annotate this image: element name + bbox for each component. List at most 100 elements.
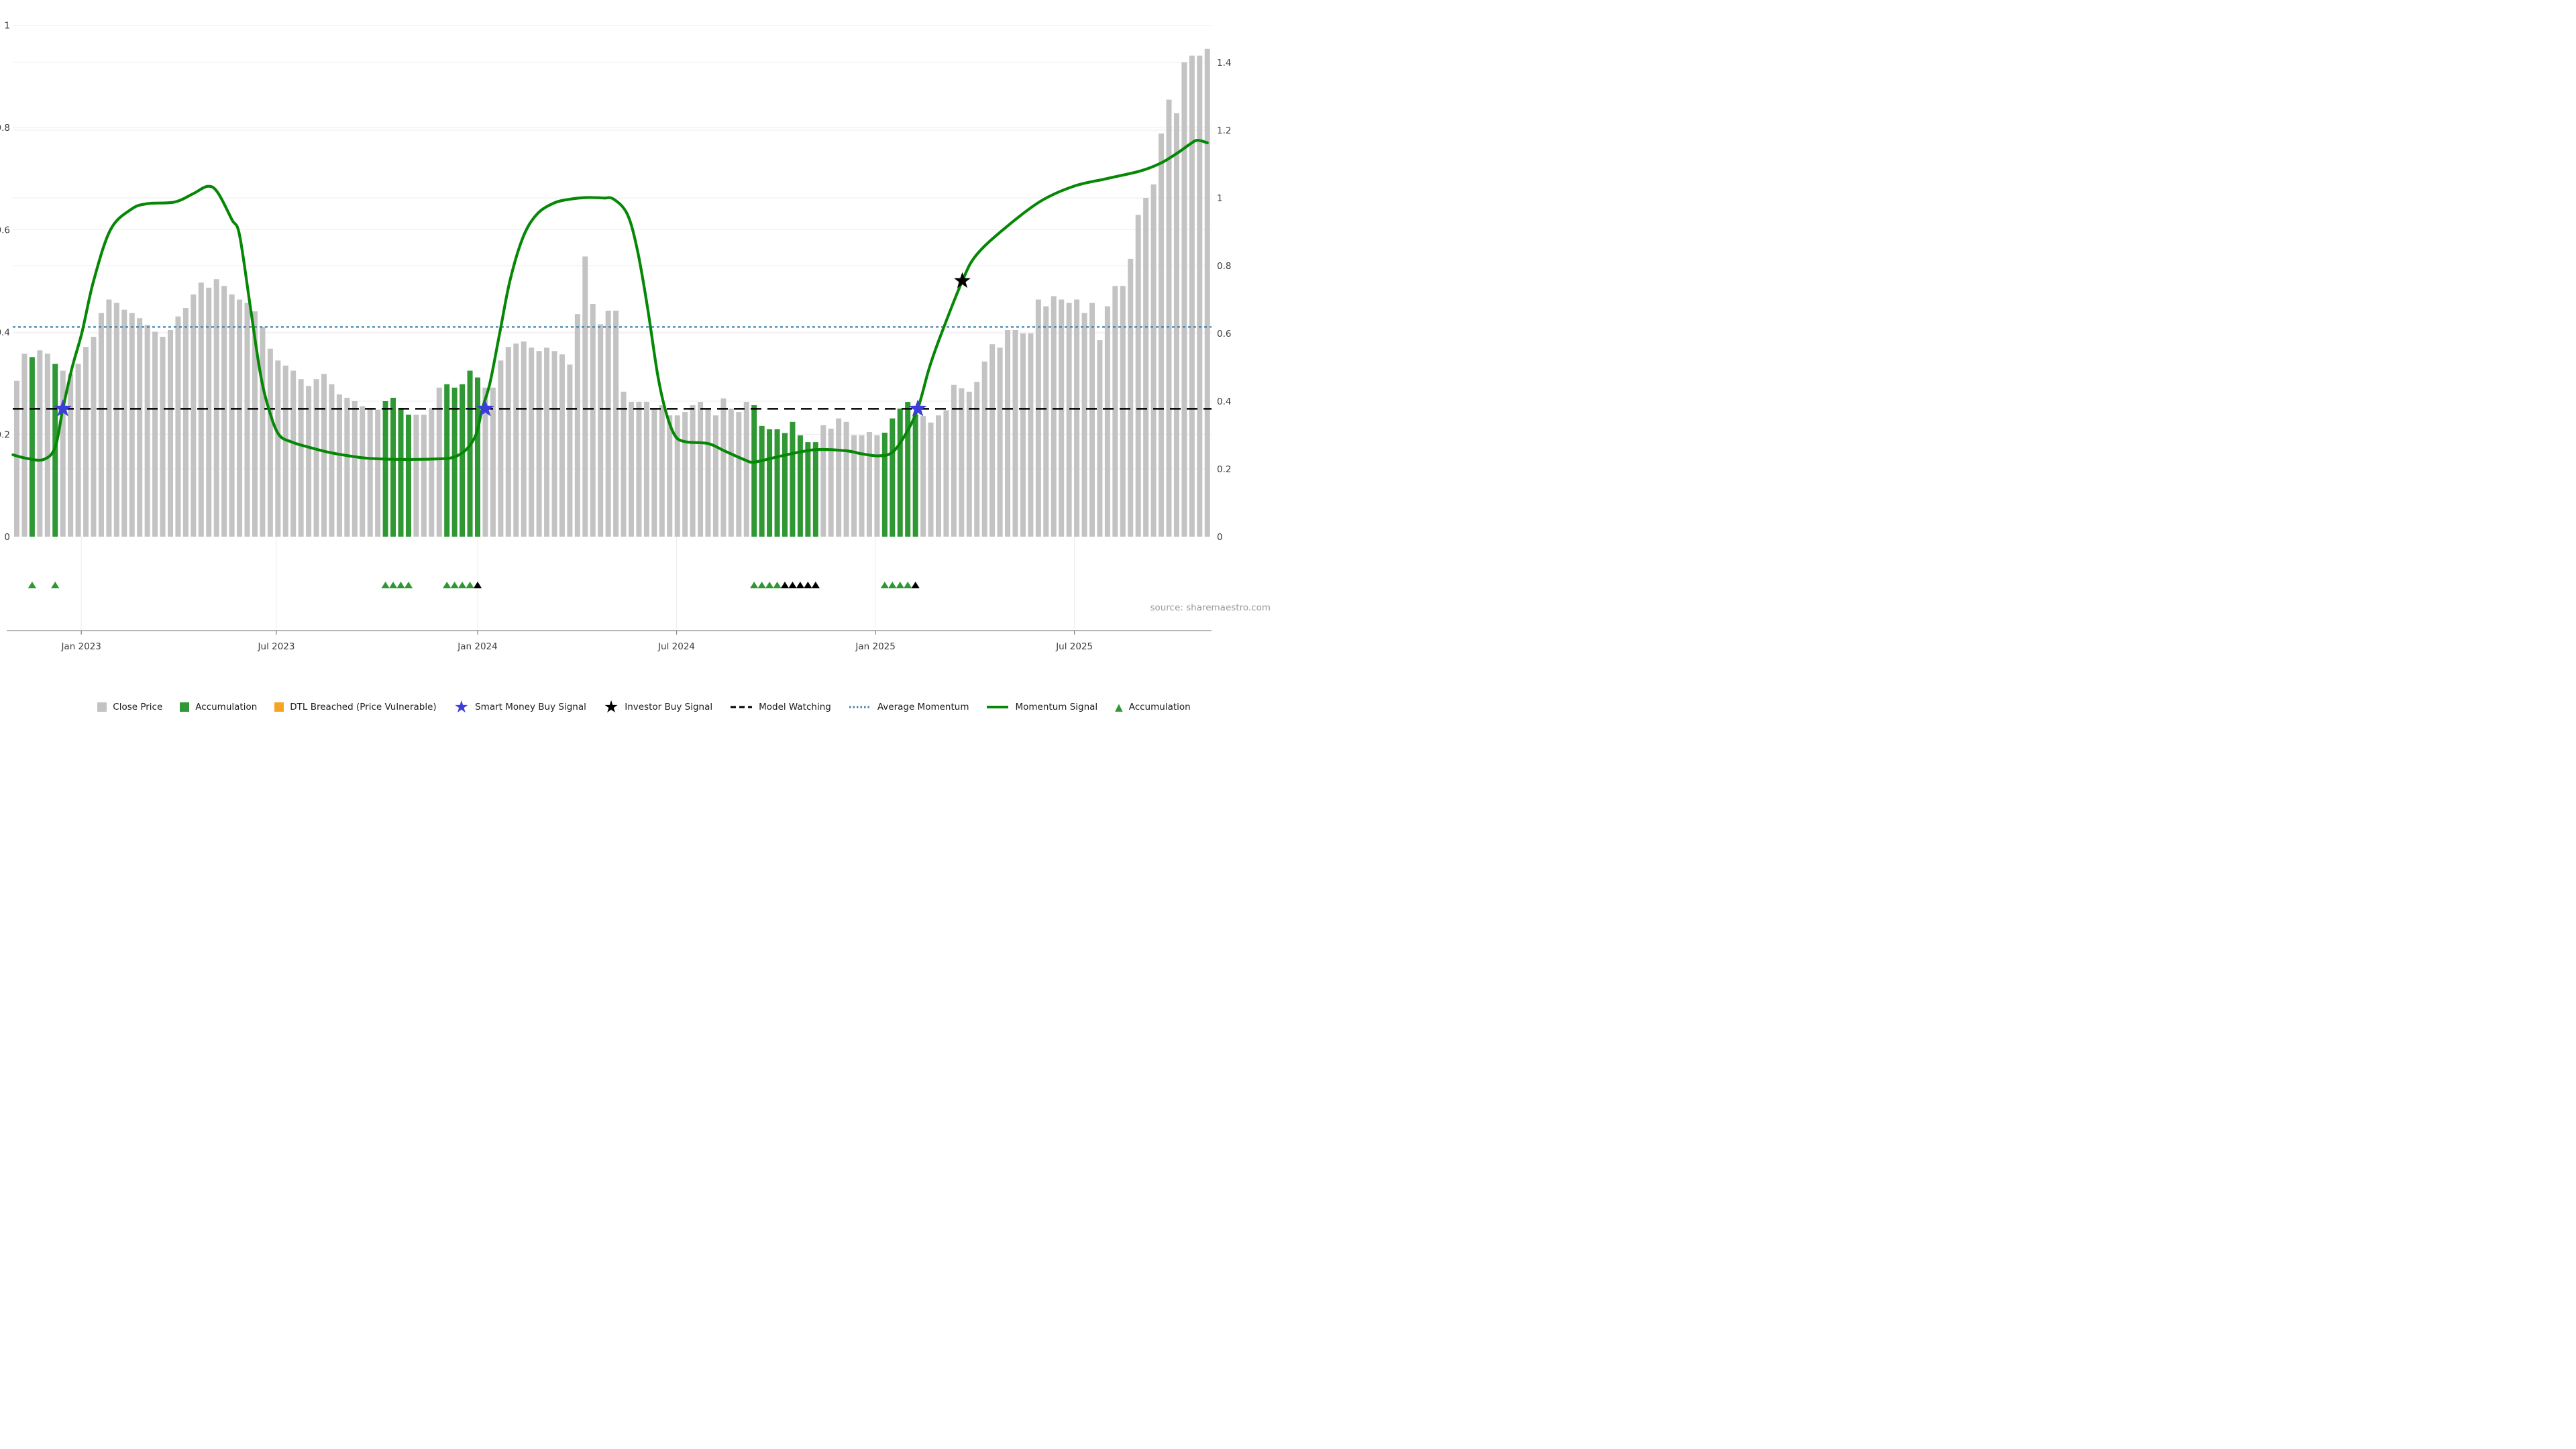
close-price-bar (651, 409, 657, 537)
accumulation-bar (774, 429, 780, 537)
accumulation-triangle-green (888, 582, 897, 588)
accumulation-bar (890, 418, 896, 537)
close-price-bar (698, 402, 704, 537)
close-price-bar (682, 412, 688, 537)
accumulation-bar (767, 429, 773, 537)
accumulation-bar (467, 370, 473, 537)
smart-money-buy-signal-star (54, 399, 72, 417)
x-axis-date-label: Jan 2025 (855, 641, 895, 652)
chart-legend: Close Price Accumulation DTL Breached (P… (0, 697, 1288, 716)
close-price-bar (321, 374, 327, 537)
accumulation-bar (805, 442, 811, 537)
close-price-bar (1089, 303, 1095, 537)
legend-item-model-watching: Model Watching (730, 702, 831, 712)
close-price-bar (989, 344, 996, 537)
close-price-bar (152, 331, 158, 537)
close-price-bar (1028, 333, 1034, 537)
accumulation-triangle-green (466, 582, 474, 588)
accumulation-swatch-icon (180, 702, 190, 712)
close-price-bar (836, 418, 842, 537)
close-price-bar (859, 435, 865, 537)
close-price-bar (113, 303, 119, 537)
accumulation-triangle-icon: ▲ (1115, 701, 1123, 713)
legend-item-accumulation-triangle: ▲ Accumulation (1115, 702, 1191, 712)
accumulation-bar (460, 384, 466, 537)
smart-money-buy-signal-star (476, 399, 494, 417)
close-price-bar (997, 347, 1003, 537)
close-price-bar (636, 402, 642, 537)
model-watching-dash-icon (730, 703, 753, 711)
close-price-bar (144, 325, 150, 537)
close-price-bar (1143, 198, 1149, 537)
legend-label: Close Price (113, 702, 163, 712)
close-price-bar (1051, 296, 1057, 537)
close-price-bar (536, 351, 542, 537)
legend-item-close-price: Close Price (97, 702, 162, 712)
accumulation-bar (390, 397, 396, 537)
accumulation-triangle-green (750, 582, 759, 588)
close-price-bar (559, 354, 565, 537)
close-price-bar (674, 415, 680, 537)
accumulation-triangle-green (388, 582, 398, 588)
close-price-bar (237, 299, 243, 537)
accumulation-triangle-green (880, 582, 890, 588)
close-price-bar (1197, 55, 1203, 537)
accumulation-triangle-green (443, 582, 451, 588)
close-price-bar (306, 386, 312, 537)
right-axis-tick-label: 0 (1217, 532, 1223, 543)
accumulation-triangle-green (773, 582, 782, 588)
close-price-bar (1059, 299, 1065, 537)
close-price-bar (1074, 299, 1080, 537)
close-price-bar (37, 350, 43, 537)
momentum-line-icon (986, 703, 1009, 711)
close-price-bar (490, 387, 496, 537)
close-price-bar (313, 379, 319, 537)
accumulation-triangle-green (458, 582, 467, 588)
accumulation-bar (759, 425, 765, 537)
accumulation-triangle-green (450, 582, 459, 588)
smart-money-star-icon: ★ (453, 697, 470, 716)
source-note: source: sharemaestro.com (1150, 602, 1271, 613)
close-price-bar (851, 435, 857, 537)
close-price-bar (106, 299, 112, 537)
close-price-bar (551, 351, 557, 537)
accumulation-bar (451, 387, 458, 537)
accumulation-triangle-green (896, 582, 904, 588)
left-axis-tick-label: 0.8 (0, 123, 10, 133)
close-price-bar (866, 431, 872, 537)
right-axis-tick-label: 0.4 (1217, 396, 1231, 407)
close-price-bar (1097, 340, 1103, 537)
accumulation-triangle-black (796, 582, 805, 588)
close-price-swatch-icon (97, 702, 107, 712)
price-momentum-chart: 0 0.2 0.4 0.6 0.8 1 0 0.2 0.4 0.6 0.8 1 1.2 1.4 Jan 20… (0, 0, 1288, 684)
close-price-bar (643, 402, 649, 537)
close-price-bar (981, 361, 987, 537)
close-price-bar (529, 347, 535, 537)
close-price-bar (191, 294, 197, 537)
legend-label: Model Watching (759, 702, 831, 712)
close-price-bar (221, 286, 227, 537)
close-price-bar (1173, 113, 1179, 537)
close-price-bar (505, 347, 511, 537)
close-price-bar (21, 354, 28, 537)
accumulation-bar (782, 433, 788, 537)
close-price-bar (244, 303, 250, 537)
close-price-bar (1135, 215, 1141, 537)
accumulation-bar (398, 408, 404, 537)
close-price-bar (229, 294, 235, 537)
right-axis-tick-label: 1.4 (1217, 58, 1231, 68)
close-price-bars (14, 48, 1210, 537)
close-price-bar (1150, 184, 1157, 537)
accumulation-triangle-row (28, 582, 920, 588)
close-price-bar (83, 347, 89, 537)
close-price-bar (329, 384, 335, 537)
chart-canvas: 0 0.2 0.4 0.6 0.8 1 0 0.2 0.4 0.6 0.8 1 1.2 1.4 Jan 20… (0, 21, 1231, 653)
close-price-bar (91, 337, 97, 537)
close-price-bar (1005, 329, 1011, 537)
accumulation-bar (897, 409, 903, 537)
right-axis-tick-label: 0.6 (1217, 329, 1231, 339)
close-price-bar (1204, 48, 1210, 537)
right-axis-tick-label: 0.2 (1217, 464, 1231, 475)
close-price-bar (290, 370, 297, 537)
accumulation-triangle-green (51, 582, 60, 588)
